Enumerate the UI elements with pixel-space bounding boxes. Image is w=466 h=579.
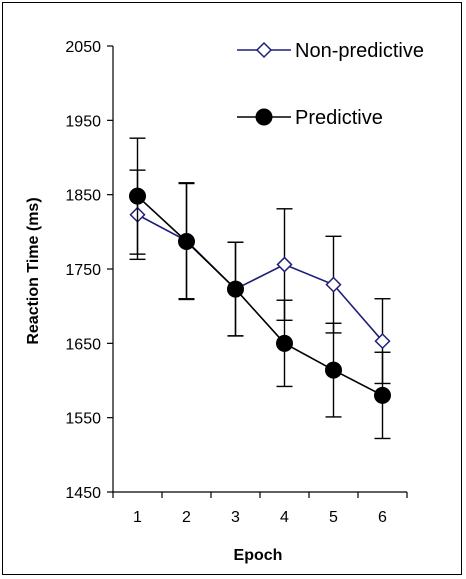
- series-line: [137, 214, 384, 342]
- x-tick-label: 3: [231, 509, 240, 526]
- legend: Non-predictive Predictive: [237, 40, 424, 129]
- series-non-predictive: [129, 169, 391, 385]
- x-tick-label: 4: [280, 509, 289, 526]
- series-layer: [129, 137, 391, 440]
- x-tick-label: 6: [378, 509, 387, 526]
- y-tick-label: 1750: [65, 262, 101, 279]
- legend-item: Non-predictive: [237, 40, 424, 62]
- data-point: [325, 276, 342, 293]
- y-tick-label: 1850: [65, 188, 101, 205]
- y-axis-title: Reaction Time (ms): [25, 197, 42, 344]
- x-tick-label: 1: [133, 509, 142, 526]
- y-tick-labels: 1450 1550 1650 1750 1850 1950 2050: [65, 39, 101, 502]
- data-point: [276, 334, 293, 352]
- x-tick-label: 2: [182, 509, 191, 526]
- x-tick-labels: 1 2 3 4 5 6: [133, 509, 387, 526]
- legend-label: Predictive: [295, 107, 383, 129]
- legend-label: Non-predictive: [295, 40, 424, 62]
- data-point: [374, 386, 391, 404]
- x-axis-title: Epoch: [234, 547, 283, 564]
- data-point: [276, 256, 293, 273]
- y-tick-label: 1450: [65, 485, 101, 502]
- y-tick-label: 1550: [65, 411, 101, 428]
- data-point: [178, 232, 195, 250]
- x-tick-label: 5: [329, 509, 338, 526]
- legend-marker: [255, 41, 273, 59]
- data-point: [374, 333, 391, 350]
- y-tick-label: 1650: [65, 336, 101, 353]
- legend-marker: [255, 108, 273, 126]
- series-predictive: [129, 137, 391, 440]
- y-tick-label: 2050: [65, 39, 101, 56]
- y-tick-label: 1950: [65, 113, 101, 130]
- axes: [107, 45, 408, 498]
- data-point: [325, 361, 342, 379]
- series-line: [136, 195, 383, 397]
- legend-item: Predictive: [237, 107, 383, 129]
- data-point: [129, 187, 146, 205]
- data-point: [227, 280, 244, 298]
